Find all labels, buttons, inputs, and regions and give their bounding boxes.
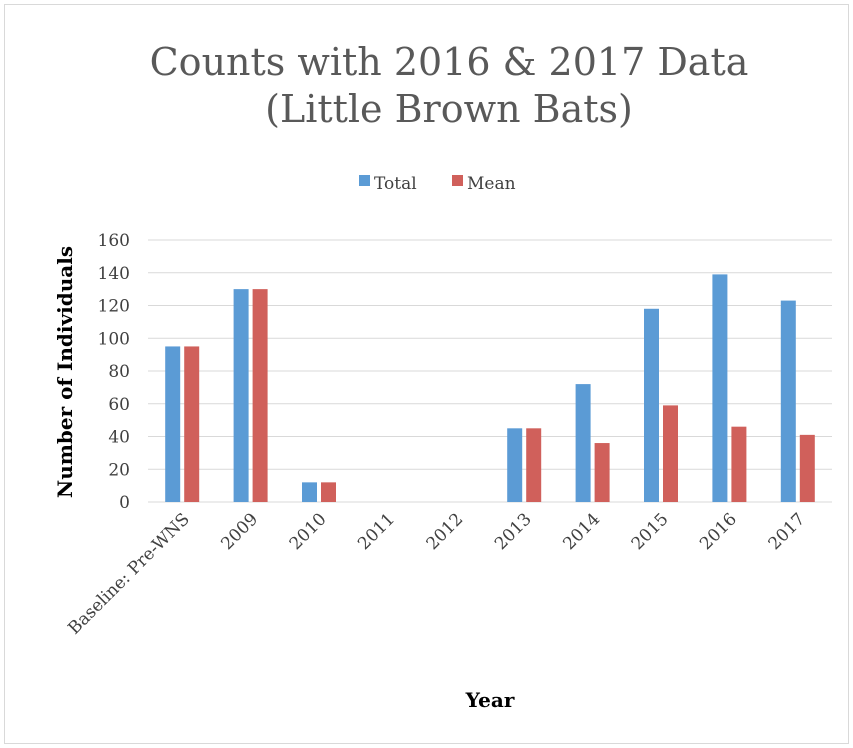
chart-title-line-2: (Little Brown Bats) xyxy=(265,87,633,131)
bar-mean xyxy=(663,405,678,502)
x-tick-label: 2017 xyxy=(765,509,810,554)
x-tick-label: 2014 xyxy=(559,509,604,554)
legend: Total Mean xyxy=(359,174,516,194)
bar-mean xyxy=(731,426,747,502)
y-tick-label: 80 xyxy=(108,362,130,382)
y-tick-label: 0 xyxy=(119,493,130,513)
x-axis-tick-labels: Baseline: Pre-WNS 2009 2010 2011 2012 2013 201… xyxy=(64,509,809,638)
bar-total xyxy=(644,308,659,502)
bar-total xyxy=(302,482,317,502)
y-tick-label: 140 xyxy=(98,264,130,284)
x-tick-label: 2016 xyxy=(696,509,741,554)
y-tick-label: 160 xyxy=(98,231,130,251)
bars xyxy=(165,274,815,502)
x-tick-label: Baseline: Pre-WNS xyxy=(64,509,193,638)
x-tick-label: 2013 xyxy=(491,509,536,554)
legend-label-total: Total xyxy=(374,174,417,194)
bar-mean xyxy=(321,482,336,502)
bar-total xyxy=(575,384,591,502)
bar-mean xyxy=(252,289,268,502)
x-tick-label: 2012 xyxy=(423,509,468,554)
y-tick-label: 60 xyxy=(108,395,130,415)
bar-total xyxy=(165,346,181,502)
legend-label-mean: Mean xyxy=(467,174,516,194)
legend-swatch-mean xyxy=(452,175,463,186)
y-tick-label: 100 xyxy=(98,329,130,349)
bar-mean xyxy=(594,443,610,502)
y-tick-label: 120 xyxy=(98,297,130,317)
legend-swatch-total xyxy=(359,175,370,186)
chart-frame xyxy=(4,4,849,744)
chart-title-line-1: Counts with 2016 & 2017 Data xyxy=(150,40,749,84)
bar-total xyxy=(233,289,249,502)
x-axis-title: Year xyxy=(465,688,515,712)
x-tick-label: 2010 xyxy=(286,509,331,554)
y-tick-label: 20 xyxy=(108,460,130,480)
bar-mean xyxy=(526,428,542,502)
y-axis-tick-labels: 0 20 40 60 80 100 120 140 160 xyxy=(98,231,130,513)
y-tick-label: 40 xyxy=(108,428,130,448)
bar-mean xyxy=(184,346,200,502)
bar-total xyxy=(507,428,523,502)
bar-mean xyxy=(799,434,815,502)
x-tick-label: 2011 xyxy=(354,509,399,554)
x-tick-label: 2015 xyxy=(628,509,673,554)
gridlines xyxy=(148,239,832,503)
bar-total xyxy=(712,274,728,502)
x-tick-label: 2009 xyxy=(217,509,262,554)
y-axis-title: Number of Individuals xyxy=(53,246,77,498)
bar-total xyxy=(780,300,796,502)
